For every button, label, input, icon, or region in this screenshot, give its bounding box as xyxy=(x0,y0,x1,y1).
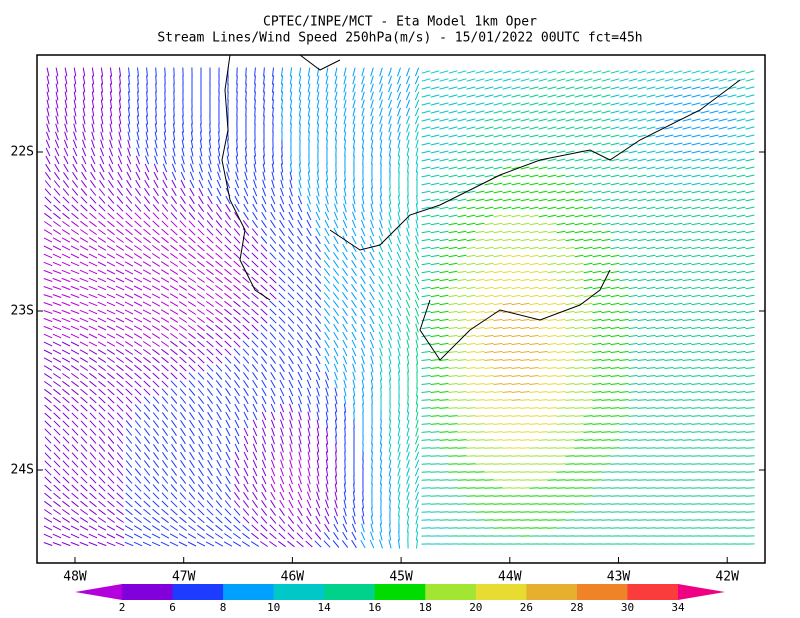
colorbar-end xyxy=(75,584,122,600)
stream-segments xyxy=(484,302,548,401)
stream-segments xyxy=(430,166,629,537)
lon-label: 48W xyxy=(63,570,87,585)
colorbar-label: 10 xyxy=(267,601,280,614)
lon-label: 44W xyxy=(498,570,522,585)
colorbar-label: 20 xyxy=(469,601,482,614)
lat-label: 24S xyxy=(11,463,34,478)
stream-segments xyxy=(280,67,737,549)
stream-segments xyxy=(43,212,320,517)
stream-segments xyxy=(43,67,338,548)
colorbar-segment xyxy=(576,584,628,600)
colorbar-end xyxy=(678,584,725,600)
stream-segments xyxy=(378,70,755,549)
colorbar-label: 28 xyxy=(570,601,583,614)
stream-segments xyxy=(124,67,365,549)
lon-label: 46W xyxy=(281,570,305,585)
lon-label: 42W xyxy=(715,570,739,585)
colorbar-segment xyxy=(425,584,477,600)
subtitle-line: Stream Lines/Wind Speed 250hPa(m/s) - 15… xyxy=(157,31,642,46)
colorbar-label: 34 xyxy=(671,601,685,614)
stream-segments xyxy=(448,214,593,489)
stream-segments xyxy=(405,70,755,545)
colorbar: 2 6 8 10 14 16 18 20 26 28 30 34 xyxy=(75,584,725,614)
lon-label: 43W xyxy=(607,570,631,585)
axes: 22S 23S 24S 48W 47W 46W 45W 44W 43W 42W xyxy=(11,145,765,585)
colorbar-label: 30 xyxy=(621,601,634,614)
streamlines xyxy=(43,67,755,549)
lon-label: 47W xyxy=(172,570,196,585)
colorbar-label: 8 xyxy=(220,601,227,614)
lon-label: 45W xyxy=(389,570,413,585)
lat-label: 23S xyxy=(11,304,34,319)
colorbar-label: 14 xyxy=(318,601,332,614)
colorbar-segment xyxy=(273,584,325,600)
coastline xyxy=(221,54,741,361)
colorbar-label: 6 xyxy=(169,601,176,614)
colorbar-segment xyxy=(122,584,174,600)
colorbar-segment xyxy=(475,584,527,600)
colorbar-label: 2 xyxy=(119,601,126,614)
colorbar-label: 16 xyxy=(368,601,381,614)
colorbar-label: 18 xyxy=(419,601,432,614)
lat-label: 22S xyxy=(11,145,34,160)
title-line: CPTEC/INPE/MCT - Eta Model 1km Oper xyxy=(263,15,537,30)
colorbar-segment xyxy=(627,584,679,600)
colorbar-segment xyxy=(223,584,275,600)
colorbar-segment xyxy=(172,584,224,600)
colorbar-segment xyxy=(526,584,578,600)
colorbar-label: 26 xyxy=(520,601,533,614)
colorbar-segment xyxy=(324,584,376,600)
colorbar-segment xyxy=(374,584,426,600)
stream-segments xyxy=(466,254,575,449)
